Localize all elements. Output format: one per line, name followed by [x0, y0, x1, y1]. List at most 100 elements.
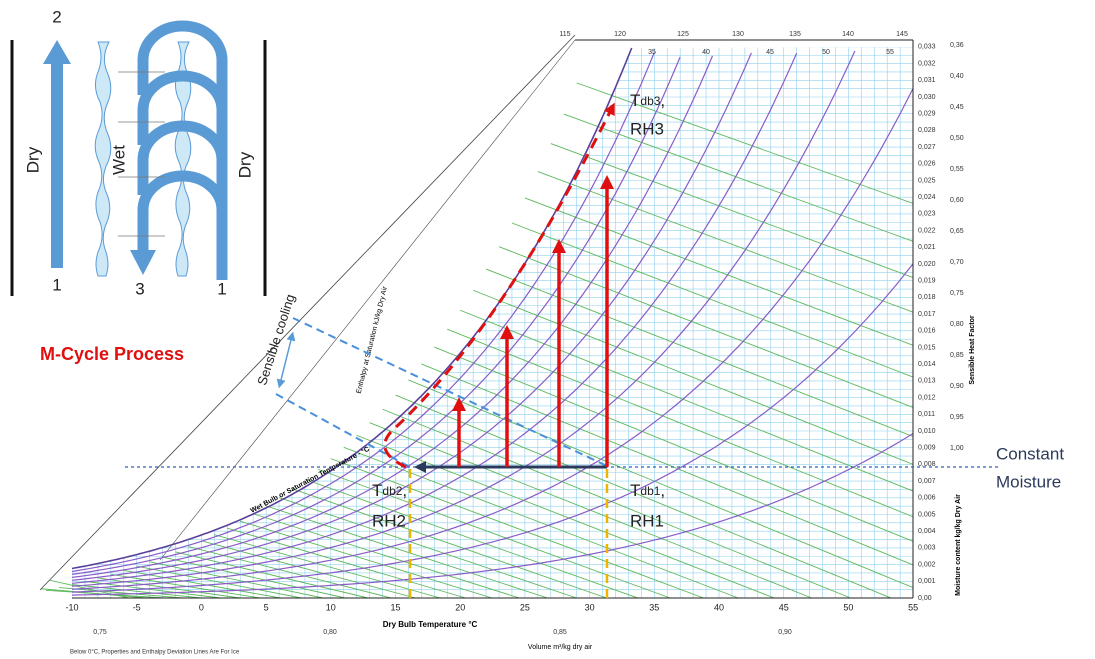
- port-label: 1: [217, 279, 226, 298]
- moisture-tick-label: 0,029: [918, 111, 936, 118]
- wet-bulb-line: [511, 222, 914, 378]
- wet-bulb-line: [162, 556, 346, 599]
- moisture-tick-label: 0,00: [918, 595, 932, 602]
- moisture-tick-label: 0,009: [918, 445, 936, 452]
- state-comma: ,: [660, 91, 665, 110]
- x-tick-label: 50: [843, 602, 853, 612]
- schematic: 2 1 3 1 Dry Wet Dry: [10, 7, 267, 298]
- wet-bulb-line: [472, 289, 914, 465]
- shf-tick-label: 0,65: [950, 228, 964, 235]
- wet-bulb-tick-label: 45: [766, 49, 774, 56]
- port-label: 1: [52, 275, 61, 294]
- moisture-axis-title: Moisture content kg/kg Dry Air: [955, 494, 962, 596]
- rh-curve: [71, 52, 752, 581]
- volume-tick-label: 0,80: [323, 629, 337, 636]
- moisture-tick-label: 0,021: [918, 244, 936, 251]
- wet-bulb-line: [201, 540, 416, 599]
- moisture-tick-label: 0,012: [918, 394, 936, 401]
- enthalpy-scale: [39, 34, 576, 591]
- moisture-tick-label: 0,026: [918, 161, 936, 168]
- constant-moisture: Moisture: [996, 472, 1061, 491]
- shf-axis-title: Sensible Heat Factor: [969, 315, 976, 385]
- moisture-tick-label: 0,033: [918, 44, 936, 51]
- shf-tick-label: 0,80: [950, 321, 964, 328]
- wet-bulb-line: [524, 197, 914, 346]
- wet-bulb-line: [330, 458, 704, 599]
- x-tick-label: -10: [65, 602, 78, 612]
- wet-bulb-line: [537, 171, 914, 313]
- wet-bulb-line: [304, 478, 638, 599]
- port-label: 3: [135, 279, 144, 298]
- wet-bulb-line: [460, 309, 914, 492]
- moisture-tick-label: 0,028: [918, 127, 936, 134]
- state-symbol: T: [372, 481, 382, 500]
- wet-bulb-line: [84, 580, 221, 599]
- moisture-tick-label: 0,017: [918, 311, 936, 318]
- wet-bulb-line: [136, 565, 302, 599]
- moisture-tick-label: 0,007: [918, 478, 936, 485]
- moisture-tick-label: 0,030: [918, 94, 936, 101]
- x-tick-label: 40: [714, 602, 724, 612]
- volume-axis-title: Volume m³/kg dry air: [528, 644, 593, 651]
- wet-bulb-line: [265, 505, 548, 599]
- moisture-tick-label: 0,032: [918, 60, 936, 67]
- x-tick-label: -5: [133, 602, 141, 612]
- process-title: M-Cycle Process: [40, 344, 184, 364]
- moisture-tick-label: 0,018: [918, 294, 936, 301]
- wet-bulb-line: [240, 520, 493, 599]
- wet-bulb-line: [447, 328, 914, 518]
- wet-bulb-line: [253, 513, 520, 599]
- wet-bulb-line: [485, 268, 914, 437]
- x-tick-label: 55: [908, 602, 918, 612]
- shf-tick-label: 0,40: [950, 73, 964, 80]
- rh-curve: [71, 263, 914, 593]
- moisture-tick-label: 0,023: [918, 211, 936, 218]
- wet-bulb-line: [291, 488, 607, 599]
- shf-tick-label: 0,85: [950, 352, 964, 359]
- x-tick-label: 10: [326, 602, 336, 612]
- x-tick-label: 30: [585, 602, 595, 612]
- enthalpy-tick-label: 145: [896, 31, 908, 38]
- wet-bulb-line: [408, 379, 914, 589]
- constant-moisture: Constant: [996, 444, 1064, 463]
- rh-curve: [71, 53, 798, 584]
- x-tick-label: 0: [199, 602, 204, 612]
- shf-tick-label: 1,00: [950, 445, 964, 452]
- moisture-tick-label: 0,010: [918, 428, 936, 435]
- moisture-tick-label: 0,004: [918, 528, 936, 535]
- moisture-tick-label: 0,014: [918, 361, 936, 368]
- moisture-tick-label: 0,002: [918, 561, 936, 568]
- x-axis-title: Dry Bulb Temperature °C: [383, 620, 478, 629]
- wet-bulb-tick-label: 35: [648, 49, 656, 56]
- shf-tick-label: 0,75: [950, 290, 964, 297]
- shf-tick-label: 0,60: [950, 197, 964, 204]
- state-rh: RH1: [630, 511, 664, 530]
- enthalpy-title: Enthalpy at Saturation kJ/kg Dry Air: [356, 285, 390, 394]
- channel-label: Dry: [235, 151, 254, 178]
- x-tick-label: 25: [520, 602, 530, 612]
- moisture-tick-label: 0,005: [918, 511, 936, 518]
- volume-tick-label: 0,85: [553, 629, 567, 636]
- state-symbol: T: [630, 91, 640, 110]
- moisture-tick-label: 0,008: [918, 461, 936, 468]
- wet-bulb-line: [395, 394, 892, 599]
- moisture-tick-label: 0,031: [918, 77, 936, 84]
- x-tick-label: 20: [455, 602, 465, 612]
- channel-label: Wet: [109, 145, 128, 175]
- x-tick-label: 45: [779, 602, 789, 612]
- wet-bulb-line: [214, 534, 441, 599]
- moisture-tick-label: 0,003: [918, 545, 936, 552]
- volume-tick-label: 0,75: [93, 629, 107, 636]
- wet-bulb-scale: [159, 39, 576, 561]
- moisture-tick-label: 0,027: [918, 144, 936, 151]
- wet-bulb-line: [227, 527, 466, 599]
- wet-bulb-line: [382, 408, 851, 599]
- state-sub: db2: [382, 484, 402, 498]
- wet-bulb-line: [317, 468, 671, 599]
- wet-bulb-tick-label: 50: [822, 49, 830, 56]
- rh-curve: [71, 56, 681, 575]
- wet-bulb-line: [550, 143, 914, 278]
- rh-curve: [71, 88, 914, 590]
- port-label: 2: [52, 7, 61, 26]
- state-label: Tdb2,: [372, 481, 407, 500]
